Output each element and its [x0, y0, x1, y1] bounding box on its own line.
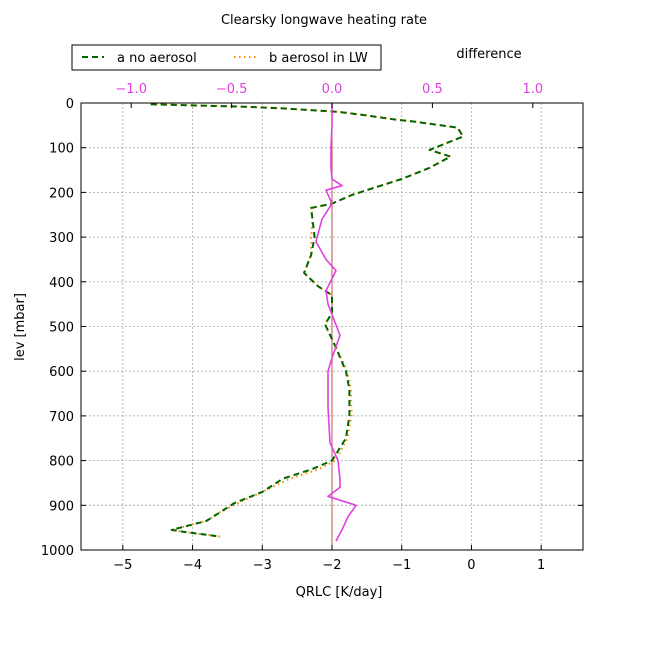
series-a-no-aerosol-line [150, 103, 465, 538]
y-tick-label: 200 [49, 186, 74, 201]
secondary-axis-title: difference [456, 47, 521, 62]
y-tick-label: 100 [49, 142, 74, 157]
x-tick-label: −3 [253, 558, 272, 573]
x-tick-label: −4 [183, 558, 202, 573]
y-tick-label: 900 [49, 499, 74, 514]
y-tick-label: 400 [49, 276, 74, 291]
x-tick-label: −2 [322, 558, 341, 573]
x-tick-label: −5 [113, 558, 132, 573]
y-tick-label: 800 [49, 455, 74, 470]
x2-tick-label: 0.5 [422, 82, 443, 97]
axis-ticks: −5 −4 −3 −2 −1 0 1 0 100 200 300 400 500 600 700 800 900… [41, 82, 583, 573]
x2-tick-label: 1.0 [522, 82, 543, 97]
y-axis-label: lev [mbar] [13, 293, 28, 361]
legend-label-a: a no aerosol [117, 51, 197, 66]
x-tick-label: −1 [392, 558, 411, 573]
legend: a no aerosol b aerosol in LW [71, 44, 382, 71]
chart-title: Clearsky longwave heating rate [221, 13, 427, 28]
series-layer [150, 103, 465, 550]
y-tick-label: 600 [49, 365, 74, 380]
x2-tick-label: −1.0 [115, 82, 147, 97]
y-tick-label: 700 [49, 410, 74, 425]
y-tick-label: 300 [49, 231, 74, 246]
x-tick-label: 1 [537, 558, 545, 573]
y-tick-label: 0 [66, 97, 74, 112]
x2-tick-label: −0.5 [216, 82, 248, 97]
x-tick-label: 0 [467, 558, 475, 573]
legend-box [71, 44, 382, 71]
y-tick-label: 500 [49, 321, 74, 336]
x2-tick-label: 0.0 [322, 82, 343, 97]
legend-label-b: b aerosol in LW [269, 51, 368, 66]
series-difference-line [315, 103, 357, 542]
x-axis-label: QRLC [K/day] [296, 585, 383, 600]
y-tick-label: 1000 [41, 544, 74, 559]
